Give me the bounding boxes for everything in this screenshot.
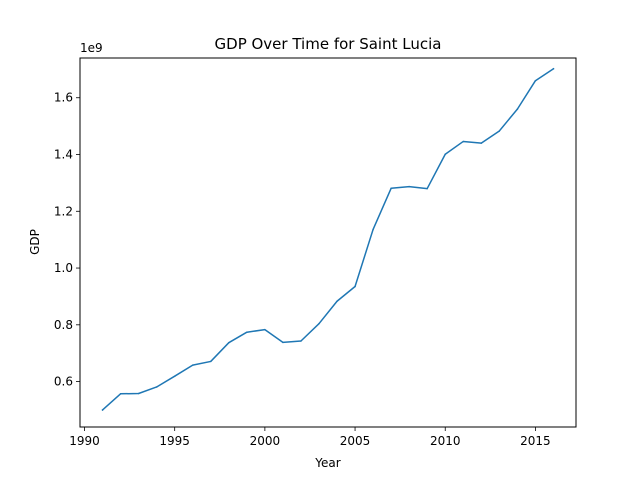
y-tick-label: 1.4 — [54, 148, 73, 162]
x-tick-label: 1990 — [69, 434, 100, 448]
x-tick-label: 2000 — [250, 434, 281, 448]
plot-area — [101, 67, 555, 412]
series-line-0 — [101, 67, 555, 412]
data-point — [101, 409, 104, 411]
data-point — [534, 79, 537, 82]
x-axis: 1990 1995 2000 2005 2010 2015 — [69, 427, 551, 448]
data-point — [155, 386, 158, 388]
chart-title: GDP Over Time for Saint Lucia — [215, 35, 442, 53]
y-tick-label: 1.0 — [54, 261, 73, 275]
x-axis-label: Year — [314, 456, 340, 470]
data-point — [444, 153, 446, 155]
y-tick-label: 0.8 — [54, 318, 73, 332]
data-point — [282, 341, 284, 344]
data-point — [498, 130, 501, 132]
data-point — [390, 187, 392, 190]
y-tick-label: 0.6 — [54, 375, 73, 389]
data-point — [246, 331, 248, 333]
data-point — [462, 140, 465, 143]
data-point — [300, 340, 302, 342]
y-tick-label: 1.6 — [54, 91, 73, 105]
data-point — [552, 68, 555, 70]
x-tick-label: 2015 — [520, 434, 551, 448]
data-point — [408, 185, 410, 188]
data-point — [354, 285, 356, 288]
y-offset-label: 1e9 — [80, 41, 103, 55]
data-point — [480, 142, 483, 144]
x-tick-label: 2005 — [340, 434, 371, 448]
data-point — [426, 187, 428, 190]
data-point — [119, 393, 122, 395]
data-point — [191, 364, 194, 366]
data-point — [173, 375, 176, 377]
data-point — [137, 392, 140, 395]
x-tick-label: 2010 — [430, 434, 461, 448]
data-point — [228, 341, 230, 344]
data-point — [264, 328, 266, 331]
data-point — [516, 108, 519, 110]
y-tick-label: 1.2 — [54, 204, 73, 218]
data-point — [318, 322, 320, 325]
x-tick-label: 1995 — [159, 434, 190, 448]
data-point — [210, 360, 212, 363]
y-axis: 0.6 0.8 1.0 1.2 1.4 1.6 — [54, 91, 80, 389]
plot-frame — [79, 57, 577, 428]
data-point — [372, 228, 374, 231]
y-axis-label: GDP — [28, 229, 42, 255]
data-point — [336, 300, 338, 303]
